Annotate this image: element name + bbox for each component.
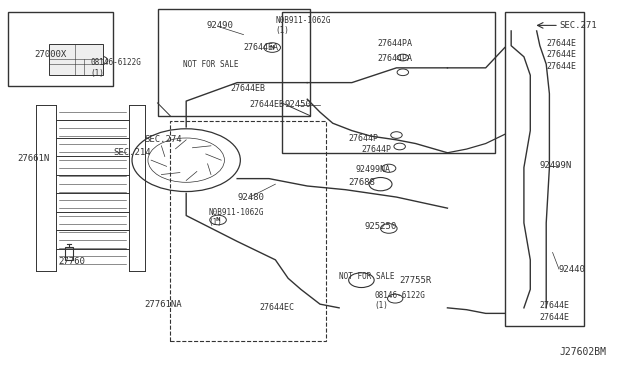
Text: 27760: 27760 bbox=[59, 257, 86, 266]
Text: 92450: 92450 bbox=[285, 100, 312, 109]
Text: 27644EA: 27644EA bbox=[244, 43, 278, 52]
Bar bbox=[157, 9, 310, 116]
Text: 27644EB: 27644EB bbox=[231, 84, 266, 93]
Text: 92440: 92440 bbox=[559, 264, 586, 273]
Text: 08146-6122G
(1): 08146-6122G (1) bbox=[374, 291, 425, 310]
Text: 27644E: 27644E bbox=[546, 61, 576, 71]
Text: 92490: 92490 bbox=[207, 21, 234, 30]
Text: 27688: 27688 bbox=[349, 178, 376, 187]
Text: SEC.214: SEC.214 bbox=[113, 148, 150, 157]
Text: 92499NA: 92499NA bbox=[355, 165, 390, 174]
Text: N0B911-1062G
(1): N0B911-1062G (1) bbox=[275, 16, 331, 35]
Text: N: N bbox=[270, 45, 275, 50]
Text: 27761NA: 27761NA bbox=[145, 300, 182, 309]
Text: 27644E: 27644E bbox=[540, 312, 570, 321]
Text: 27661N: 27661N bbox=[17, 154, 49, 163]
Text: SEC.274: SEC.274 bbox=[145, 135, 182, 144]
Bar bbox=[170, 121, 326, 341]
Bar bbox=[8, 13, 113, 86]
Text: 27644EC: 27644EC bbox=[259, 303, 294, 312]
Text: N: N bbox=[216, 218, 220, 222]
Text: 92480: 92480 bbox=[237, 193, 264, 202]
Text: N0B911-1062G
(1): N0B911-1062G (1) bbox=[209, 208, 264, 227]
Text: 27644PA: 27644PA bbox=[378, 54, 412, 63]
Text: 27644P: 27644P bbox=[362, 145, 392, 154]
Text: SEC.271: SEC.271 bbox=[559, 21, 596, 30]
Text: 925250: 925250 bbox=[365, 222, 397, 231]
Text: NOT FOR SALE: NOT FOR SALE bbox=[183, 60, 239, 69]
Text: 27644P: 27644P bbox=[349, 134, 379, 142]
Text: 08146-6122G
(1): 08146-6122G (1) bbox=[91, 58, 141, 77]
Text: 27644EB: 27644EB bbox=[250, 100, 285, 109]
Text: 27644E: 27644E bbox=[540, 301, 570, 311]
Text: 27755R: 27755R bbox=[399, 276, 432, 285]
Bar bbox=[65, 247, 73, 260]
Text: 27000X: 27000X bbox=[35, 51, 67, 60]
Bar bbox=[49, 44, 103, 75]
Bar bbox=[282, 13, 495, 153]
Text: 27644E: 27644E bbox=[546, 39, 576, 48]
Text: 92499N: 92499N bbox=[540, 161, 572, 170]
Text: 27644PA: 27644PA bbox=[378, 39, 412, 48]
Text: J27602BM: J27602BM bbox=[559, 347, 606, 357]
Bar bbox=[505, 13, 584, 326]
Text: 27644E: 27644E bbox=[546, 51, 576, 60]
Text: NOT FOR SALE: NOT FOR SALE bbox=[339, 272, 395, 281]
